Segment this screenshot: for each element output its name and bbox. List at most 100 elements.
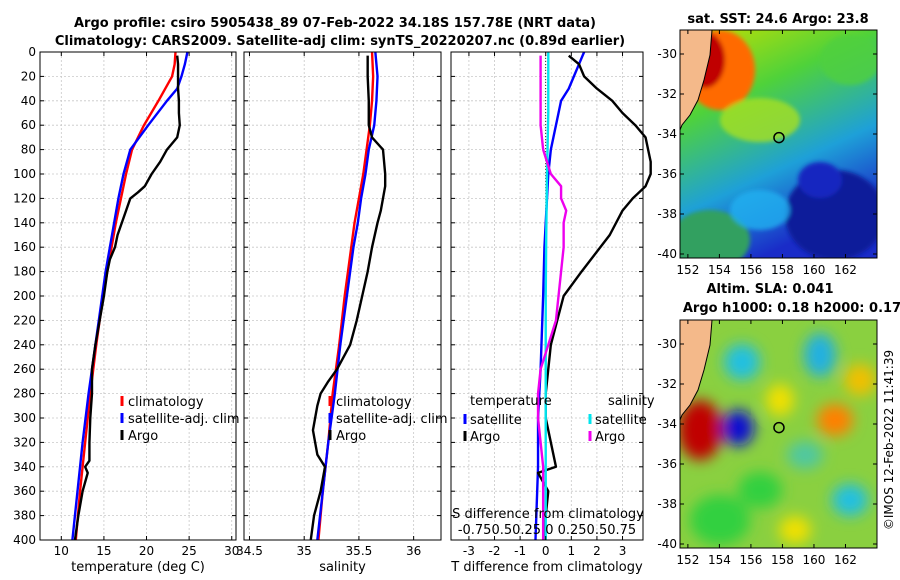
legend-temperature-title: temperature: [470, 394, 552, 409]
legend-sal-label: satellite: [595, 413, 647, 428]
sst_map-lat-label: -34: [657, 127, 677, 141]
depth-tick-label: 360: [13, 484, 36, 498]
sst_map-lon-label: 154: [708, 263, 731, 277]
temperature-xlabel: temperature (deg C): [71, 560, 205, 575]
depth-tick-label: 100: [13, 167, 36, 181]
salinity-diff-axis-label: S difference from climatology: [452, 507, 644, 522]
differences-xtick-label: 1: [567, 544, 575, 558]
sst-map-title: sat. SST: 24.6 Argo: 23.8: [687, 12, 868, 27]
depth-tick-label: 140: [13, 216, 36, 230]
sst_map-lat-label: -38: [657, 207, 677, 221]
sst_map-lon-label: 152: [676, 263, 699, 277]
depth-tick-label: 380: [13, 509, 36, 523]
temperature-xtick-label: 15: [96, 544, 111, 558]
salinity-series-satellite-adj-clim: [316, 51, 379, 541]
temperature-legend-label: Argo: [128, 429, 158, 444]
sst_map-lat-label: -40: [657, 247, 677, 261]
sla_map-lon-label: 162: [834, 553, 857, 567]
sst-map: [680, 30, 877, 258]
sst_map-lat-label: -30: [657, 47, 677, 61]
sla-map-title-2: Argo h1000: 0.18 h2000: 0.17: [683, 301, 900, 316]
legend-temp-label: satellite: [470, 413, 522, 428]
title-line-1: Argo profile: csiro 5905438_89 07-Feb-20…: [74, 16, 596, 31]
salinity-xtick-label: 36: [406, 544, 421, 558]
depth-tick-label: 320: [13, 435, 36, 449]
sla_map-lon-label: 152: [676, 553, 699, 567]
temperature-legend-label: satellite-adj. clim: [128, 412, 240, 427]
depth-tick-label: 20: [21, 69, 36, 83]
legend-temp-label: Argo: [470, 430, 500, 445]
depth-tick-label: 240: [13, 338, 36, 352]
salinity-legend-label: climatology: [336, 395, 412, 410]
sst_map-lon-label: 158: [771, 263, 794, 277]
depth-tick-label: 300: [13, 411, 36, 425]
differences-xtick-label: 3: [619, 544, 627, 558]
depth-tick-label: 220: [13, 313, 36, 327]
depth-tick-label: 120: [13, 191, 36, 205]
temperature-xtick-label: 25: [181, 544, 196, 558]
sla_map-lat-label: -32: [657, 377, 677, 391]
differences-xtick-label: 0: [542, 544, 550, 558]
sst-map-axes: 152 154 156 158 160 162 -30 -32 -34 -36 -38 -40: [657, 30, 877, 277]
sla_map-lat-label: -38: [657, 497, 677, 511]
sst-argo-position-marker: [773, 131, 785, 144]
differences-xtick-label: -3: [463, 544, 475, 558]
depth-tick-label: 260: [13, 362, 36, 376]
sla-map: [680, 320, 877, 548]
differences-xlabel: T difference from climatology: [450, 560, 643, 575]
salinity-xlabel: salinity: [319, 560, 366, 575]
sla-map-title-1: Altim. SLA: 0.041: [707, 282, 834, 297]
temperature-series-climatology: [74, 51, 177, 541]
salinity-xtick-label: 35: [297, 544, 312, 558]
differences-series-salinity-argo: [536, 55, 568, 540]
sst_map-lon-label: 160: [803, 263, 826, 277]
differences-series-salinity-satellite: [544, 52, 550, 540]
temperature-xtick-label: 10: [54, 544, 69, 558]
differences-xtick-label: 2: [593, 544, 601, 558]
title-line-2: Climatology: CARS2009. Satellite-adj cli…: [55, 34, 625, 49]
sla_map-lon-label: 160: [803, 553, 826, 567]
depth-tick-label: 340: [13, 460, 36, 474]
sst_map-lat-label: -32: [657, 87, 677, 101]
depth-tick-label: 200: [13, 289, 36, 303]
salinity-series-argo: [309, 55, 387, 541]
salinity-panel: 34.5 35 35.5 36 salinity climatology satellite…: [236, 51, 448, 575]
sst_map-lat-label: -36: [657, 167, 677, 181]
differences-xtick-label: -2: [489, 544, 501, 558]
sla-land: [680, 320, 713, 421]
depth-tick-label: 180: [13, 265, 36, 279]
temperature-series-argo: [73, 55, 181, 541]
sla_map-lon-label: 156: [739, 553, 762, 567]
legend-sal-label: Argo: [595, 430, 625, 445]
salinity-grid: [244, 51, 441, 541]
salinity-xtick-label: 34.5: [236, 544, 263, 558]
temperature-xtick-label: 30: [224, 544, 239, 558]
sla_map-lat-label: -40: [657, 537, 677, 551]
sst_map-lon-label: 156: [739, 263, 762, 277]
temperature-panel: 10 15 20 25 30 temperature (deg C) 0 20 40 60 80 10…: [13, 45, 240, 575]
depth-tick-label: 60: [21, 118, 36, 132]
sla_map-lat-label: -30: [657, 337, 677, 351]
depth-tick-label: 40: [21, 94, 36, 108]
sla_map-lon-label: 158: [771, 553, 794, 567]
salinity-xtick-label: 35.5: [346, 544, 373, 558]
difference-panel: -3 -2 -1 0 1 2 3 T difference from climatology t…: [450, 51, 655, 575]
salinity-legend-label: Argo: [336, 429, 366, 444]
sla_map-lat-label: -36: [657, 457, 677, 471]
depth-tick-label: 160: [13, 240, 36, 254]
legend-salinity-title: salinity: [608, 394, 655, 409]
salinity-legend-label: satellite-adj. clim: [336, 412, 448, 427]
sla-argo-position-marker: [773, 421, 785, 434]
depth-tick-label: 280: [13, 387, 36, 401]
temperature-xtick-label: 20: [139, 544, 154, 558]
salinity-diff-ticks: -0.750.50.25 0 0.250.50.75: [458, 523, 636, 538]
depth-tick-label: 0: [28, 45, 36, 59]
sst_map-lon-label: 162: [834, 263, 857, 277]
depth-tick-label: 80: [21, 143, 36, 157]
temperature-grid: [40, 51, 236, 541]
sla_map-lon-label: 154: [708, 553, 731, 567]
temperature-legend-label: climatology: [128, 395, 204, 410]
sst-land: [680, 30, 713, 131]
differences-series-temperature-argo: [536, 54, 652, 541]
